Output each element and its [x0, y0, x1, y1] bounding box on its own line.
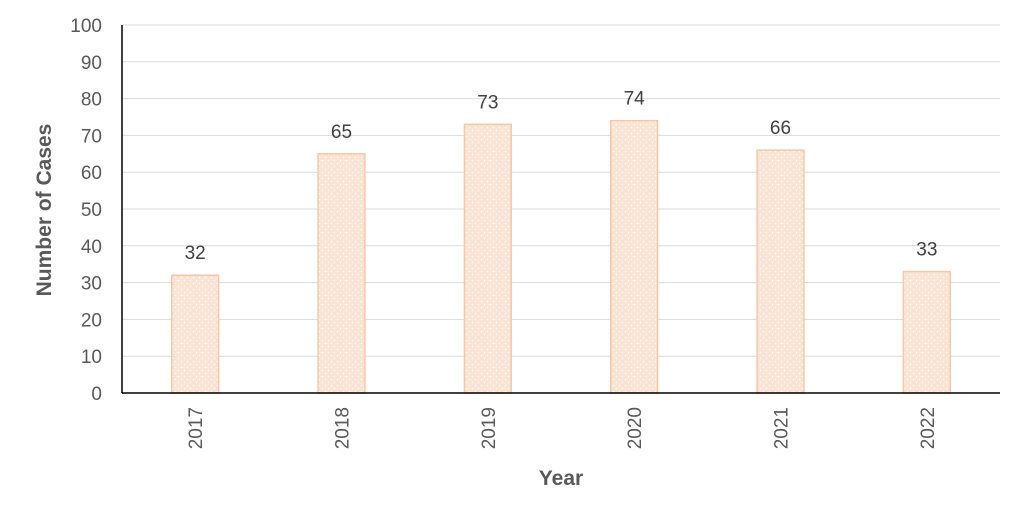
- y-tick-label: 90: [81, 53, 102, 74]
- data-label-2019: 73: [477, 92, 498, 113]
- bar-2018: [317, 153, 366, 394]
- data-label-2017: 32: [185, 243, 206, 264]
- bar-2019: [463, 123, 512, 394]
- data-label-2020: 74: [624, 89, 646, 110]
- y-tick-label: 60: [81, 163, 102, 184]
- x-tick-label-2020: 2020: [625, 407, 646, 449]
- bar-2021: [756, 149, 805, 394]
- y-tick-label: 100: [70, 16, 102, 37]
- data-labels: 32 65 73 74 66 33: [185, 89, 938, 265]
- bar-2022: [902, 270, 951, 394]
- x-tick-label-2019: 2019: [479, 407, 500, 449]
- x-tick-label-2017: 2017: [186, 407, 207, 449]
- data-label-2021: 66: [770, 118, 791, 139]
- y-tick-label: 20: [81, 310, 102, 331]
- y-tick-label: 0: [91, 384, 102, 405]
- y-tick-labels: 0 10 20 30 40 50 60 70 80 90 100: [70, 16, 102, 405]
- y-tick-label: 30: [81, 274, 102, 295]
- data-label-2022: 33: [916, 240, 937, 261]
- x-tick-label-2022: 2022: [918, 407, 939, 449]
- x-tick-label-2018: 2018: [333, 407, 354, 449]
- data-label-2018: 65: [331, 122, 352, 143]
- bar-2020: [610, 119, 659, 394]
- x-tick-labels: 2017 2018 2019 2020 2021 2022: [186, 407, 939, 449]
- y-tick-label: 40: [81, 237, 102, 258]
- axes: [121, 25, 1000, 394]
- y-axis-title: Number of Cases: [33, 124, 56, 297]
- x-axis-title: Year: [539, 467, 583, 490]
- y-tick-label: 70: [81, 126, 102, 147]
- y-tick-label: 10: [81, 347, 102, 368]
- bars: [171, 119, 951, 394]
- y-tick-label: 80: [81, 90, 102, 111]
- bar-2017: [171, 274, 220, 394]
- x-tick-label-2021: 2021: [772, 407, 793, 449]
- y-tick-label: 50: [81, 200, 102, 221]
- gridlines: [122, 24, 1000, 357]
